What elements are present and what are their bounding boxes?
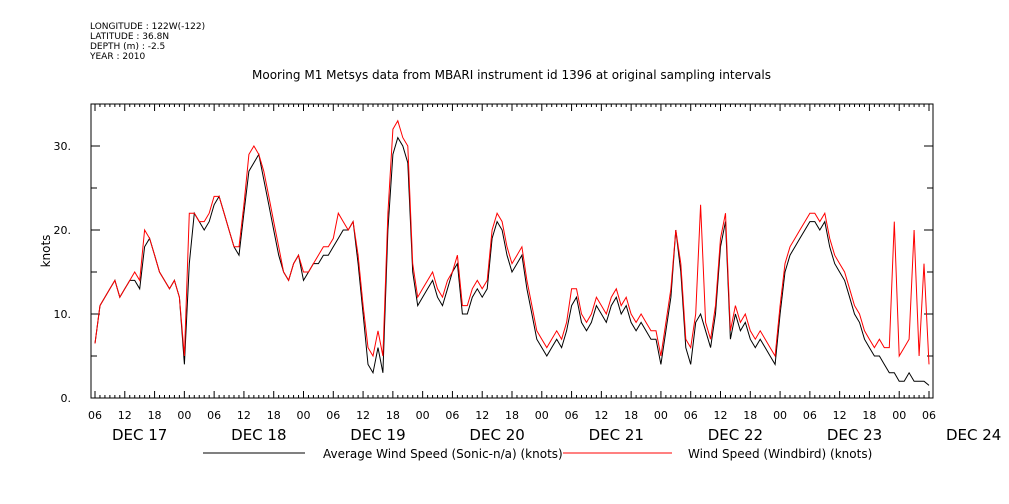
x-hour-label: 00	[892, 409, 906, 422]
x-date-label: DEC 22	[708, 426, 763, 444]
y-tick-label: 20.	[54, 224, 72, 237]
x-date-label: DEC 23	[827, 426, 882, 444]
x-hour-label: 06	[326, 409, 340, 422]
legend-label-series2: Wind Speed (Windbird) (knots)	[688, 447, 873, 461]
x-date-label: DEC 17	[112, 426, 167, 444]
x-date-label: DEC 20	[469, 426, 524, 444]
x-hour-label: 00	[297, 409, 311, 422]
legend-label-series1: Average Wind Speed (Sonic-n/a) (knots)	[323, 447, 563, 461]
x-date-label: DEC 21	[589, 426, 644, 444]
metadata-block: LONGITUDE : 122W(-122) LATITUDE : 36.8N …	[90, 22, 205, 62]
axis-labels: 0. 10. 20. 30. 06 12 18 00 06 12 18 00 06 12 18 00 06 12 1…	[54, 140, 1002, 444]
x-hour-label: 06	[803, 409, 817, 422]
y-axis-label: knots	[39, 235, 53, 268]
x-hour-label: 00	[535, 409, 549, 422]
x-hour-label: 06	[445, 409, 459, 422]
x-hour-label: 00	[416, 409, 430, 422]
y-tick-label: 0.	[61, 392, 72, 405]
latitude-text: LATITUDE : 36.8N	[90, 32, 170, 42]
axis-ticks	[91, 103, 933, 399]
legend-lines	[203, 452, 672, 454]
x-hour-label: 18	[624, 409, 638, 422]
x-hour-label: 18	[267, 409, 281, 422]
longitude-text: LONGITUDE : 122W(-122)	[90, 22, 206, 32]
x-hour-label: 00	[773, 409, 787, 422]
x-hour-label: 12	[714, 409, 728, 422]
x-hour-label: 06	[684, 409, 698, 422]
x-hour-label: 06	[922, 409, 936, 422]
x-hour-label: 18	[743, 409, 757, 422]
series-line-1	[94, 136, 930, 386]
x-date-label: DEC 24	[946, 426, 1001, 444]
x-hour-label: 12	[118, 409, 132, 422]
year-text: YEAR : 2010	[90, 52, 146, 62]
x-hour-label: 06	[88, 409, 102, 422]
x-hour-label: 00	[177, 409, 191, 422]
x-hour-label: 12	[356, 409, 370, 422]
x-hour-label: 06	[207, 409, 221, 422]
y-tick-label: 30.	[54, 140, 72, 153]
x-hour-label: 18	[862, 409, 876, 422]
x-hour-label: 12	[475, 409, 489, 422]
series-line-2	[94, 119, 930, 365]
plot-frame	[90, 103, 934, 399]
x-hour-label: 18	[386, 409, 400, 422]
legend: Average Wind Speed (Sonic-n/a) (knots) W…	[0, 447, 1009, 463]
x-hour-label: 00	[654, 409, 668, 422]
x-hour-label: 12	[833, 409, 847, 422]
x-date-label: DEC 18	[231, 426, 286, 444]
x-date-label: DEC 19	[350, 426, 405, 444]
x-hour-label: 06	[565, 409, 579, 422]
chart-title: Mooring M1 Metsys data from MBARI instru…	[252, 68, 771, 82]
y-tick-label: 10.	[54, 308, 72, 321]
depth-text: DEPTH (m) : -2.5	[90, 42, 166, 52]
x-hour-label: 12	[237, 409, 251, 422]
x-hour-label: 18	[148, 409, 162, 422]
series-group	[94, 119, 930, 386]
x-hour-label: 18	[505, 409, 519, 422]
chart-title-container: Mooring M1 Metsys data from MBARI instru…	[0, 68, 1009, 82]
x-hour-label: 12	[594, 409, 608, 422]
